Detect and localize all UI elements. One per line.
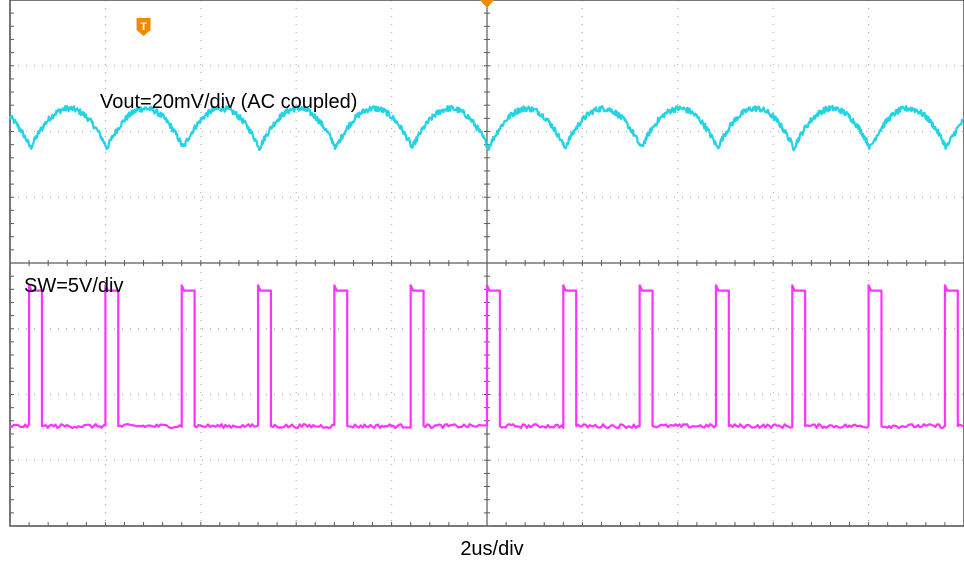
annotation-vout-label: Vout=20mV/div (AC coupled)	[100, 91, 357, 113]
series-sw-trace	[9, 284, 964, 430]
x-axis-label: 2us/div	[460, 538, 523, 560]
trigger-position-icon	[480, 0, 494, 8]
trigger-marker-icon	[136, 18, 151, 36]
trigger-marker-label: T	[140, 21, 147, 33]
marker-layer: T	[136, 0, 494, 36]
trace-layer	[8, 104, 964, 430]
annotation-sw-label: SW=5V/div	[24, 275, 123, 297]
series-vout-trace	[8, 104, 964, 152]
